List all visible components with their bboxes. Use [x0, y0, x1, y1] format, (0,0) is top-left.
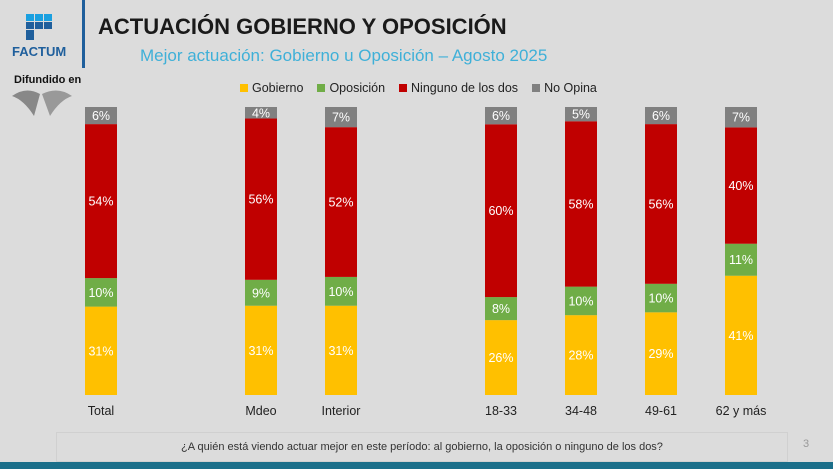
- bar-segment: [85, 124, 117, 279]
- chart-legend: Gobierno Oposición Ninguno de los dos No Op…: [240, 81, 597, 95]
- factum-logo-icon: [26, 14, 52, 40]
- data-label: 5%: [572, 108, 590, 122]
- category-label: 62 y más: [716, 404, 767, 418]
- data-label: 10%: [88, 286, 113, 300]
- bar-segment: [325, 305, 357, 395]
- data-label: 9%: [252, 286, 270, 300]
- stacked-bar-chart: 31% 10% 54% 6% Total 31% 9% 56% 4% Mdeo 31% 10% 52% 7…: [85, 106, 767, 418]
- bar-segment: [565, 107, 597, 122]
- bar-segment: [725, 127, 757, 244]
- factum-logo-text: FACTUM: [12, 44, 67, 59]
- legend-swatch: [317, 84, 326, 92]
- bar-segment: [325, 127, 357, 277]
- data-label: 10%: [568, 294, 593, 308]
- broadcast-label: Difundido en: [14, 74, 82, 86]
- bar-segment: [245, 118, 277, 280]
- legend-label: Oposición: [329, 81, 386, 95]
- bar-segment: [645, 124, 677, 284]
- category-label: Interior: [322, 404, 361, 418]
- data-label: 29%: [648, 347, 673, 361]
- header-divider: [82, 0, 85, 68]
- survey-question: ¿A quién está viendo actuar mejor en est…: [56, 432, 788, 462]
- data-label: 7%: [332, 111, 350, 125]
- data-label: 4%: [252, 106, 270, 120]
- data-label: 58%: [568, 197, 593, 211]
- data-label: 31%: [248, 344, 273, 358]
- bar-segment: [325, 107, 357, 128]
- data-label: 31%: [88, 344, 113, 358]
- data-label: 40%: [728, 179, 753, 193]
- data-label: 11%: [729, 253, 753, 267]
- page-number: 3: [803, 438, 810, 450]
- legend-swatch: [532, 84, 541, 92]
- category-label: 49-61: [645, 404, 677, 418]
- bottom-bar: [0, 462, 833, 469]
- category-label: 18-33: [485, 404, 517, 418]
- data-label: 31%: [328, 344, 353, 358]
- data-label: 6%: [92, 109, 110, 123]
- bar-segment: [485, 107, 517, 125]
- bar-segment: [245, 107, 277, 119]
- data-label: 8%: [492, 302, 510, 316]
- data-label: 10%: [328, 285, 353, 299]
- data-label: 60%: [488, 204, 513, 218]
- legend-label: Gobierno: [252, 81, 304, 95]
- bar-segment: [485, 320, 517, 395]
- data-label: 6%: [492, 109, 510, 123]
- bar-segment: [645, 107, 677, 125]
- legend-swatch: [399, 84, 408, 92]
- bar-segment: [565, 315, 597, 395]
- legend-swatch: [240, 84, 248, 92]
- bar-segment: [645, 283, 677, 313]
- data-label: 52%: [328, 196, 353, 210]
- bar-segment: [645, 312, 677, 395]
- bar-segment: [725, 243, 757, 276]
- bar-segment: [325, 276, 357, 306]
- data-label: 7%: [732, 111, 750, 125]
- data-label: 56%: [648, 197, 673, 211]
- data-label: 28%: [568, 349, 593, 363]
- broadcaster-logo-icon: [12, 90, 72, 116]
- bar-segment: [245, 279, 277, 306]
- bar-segment: [485, 124, 517, 298]
- bar-segment: [485, 297, 517, 321]
- category-label: Mdeo: [245, 404, 276, 418]
- category-label: 34-48: [565, 404, 597, 418]
- bar-segment: [85, 107, 117, 125]
- legend-item: No Opina: [532, 81, 597, 95]
- legend-item: Gobierno: [240, 81, 303, 95]
- page-subtitle: Mejor actuación: Gobierno u Oposición – …: [140, 46, 548, 65]
- bar-segment: [85, 306, 117, 395]
- bar-segment: [725, 107, 757, 128]
- legend-label: Ninguno de los dos: [411, 81, 519, 95]
- data-label: 6%: [652, 109, 670, 123]
- data-label: 26%: [488, 351, 513, 365]
- data-label: 10%: [648, 292, 673, 306]
- bar-segment: [725, 275, 757, 395]
- data-label: 41%: [728, 329, 753, 343]
- legend-item: Oposición: [317, 81, 385, 95]
- bar-segment: [85, 278, 117, 307]
- legend-item: Ninguno de los dos: [399, 81, 518, 95]
- page-title: ACTUACIÓN GOBIERNO Y OPOSICIÓN: [98, 14, 507, 39]
- legend-label: No Opina: [544, 81, 597, 95]
- bar-segment: [245, 305, 277, 395]
- data-label: 54%: [88, 195, 113, 209]
- data-label: 56%: [248, 193, 273, 207]
- bar-segment: [565, 121, 597, 287]
- bar-segment: [565, 286, 597, 316]
- category-label: Total: [88, 404, 114, 418]
